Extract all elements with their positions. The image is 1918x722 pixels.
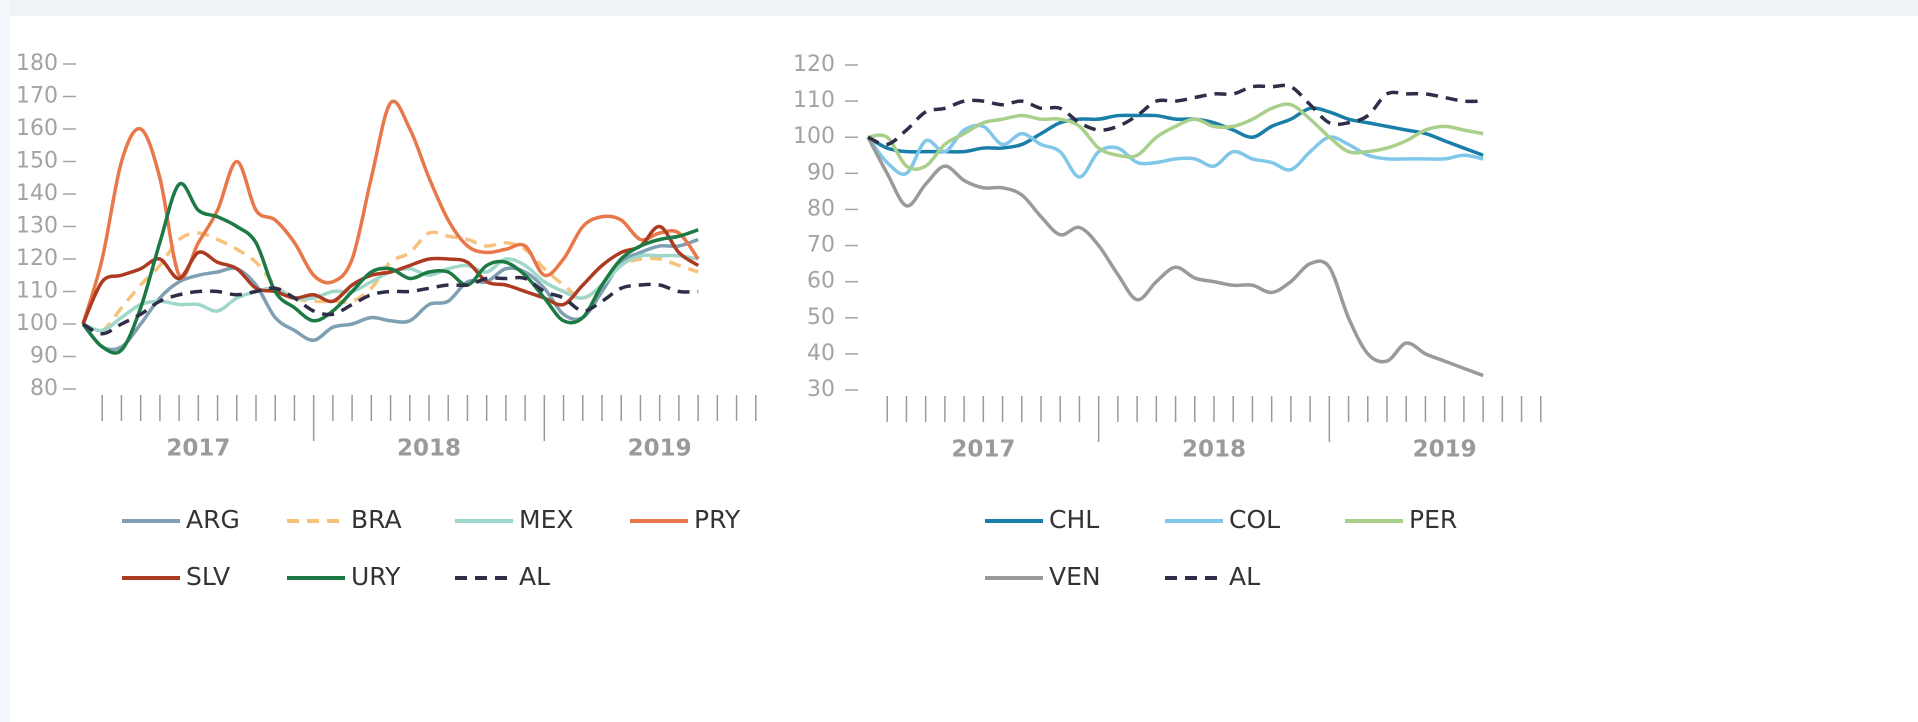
y-tick-label: 120: [793, 52, 835, 77]
x-tick-label: 2017: [951, 437, 1015, 463]
legend-label: URY: [351, 562, 401, 591]
y-tick-label: 40: [807, 341, 835, 366]
x-tick-label: 2019: [628, 436, 692, 462]
legend-label: CHL: [1049, 505, 1099, 534]
y-tick-label: 90: [807, 160, 835, 185]
series-line: [867, 106, 1484, 157]
y-tick-label: 170: [16, 84, 58, 109]
top-band: [0, 0, 1918, 16]
series-line: [867, 102, 1484, 172]
legend-label: AL: [1229, 562, 1260, 591]
series-line: [81, 237, 699, 352]
y-tick-label: 150: [16, 149, 58, 174]
y-tick-label: 110: [793, 88, 835, 113]
y-tick-label: 100: [16, 311, 58, 336]
series-line: [82, 275, 699, 336]
legend-label: MEX: [519, 505, 574, 534]
y-tick-label: 100: [793, 124, 835, 149]
legend-label: ARG: [186, 505, 240, 534]
y-tick-label: 160: [16, 116, 58, 141]
legend-label: PER: [1409, 505, 1457, 534]
y-tick-label: 30: [807, 377, 835, 402]
legend-label: PRY: [694, 505, 741, 534]
legend-label: COL: [1229, 505, 1280, 534]
series-line: [867, 83, 1484, 147]
x-tick-label: 2018: [1182, 437, 1246, 463]
series-line: [81, 224, 700, 325]
legend-label: SLV: [186, 562, 230, 591]
x-tick-label: 2019: [1413, 437, 1477, 463]
y-tick-label: 80: [807, 196, 835, 221]
y-tick-label: 130: [16, 214, 58, 239]
series-line: [81, 181, 699, 355]
y-tick-label: 60: [807, 269, 835, 294]
legend-label: AL: [519, 562, 550, 591]
legend-label: VEN: [1049, 562, 1101, 591]
series-line: [81, 99, 700, 325]
series-line: [866, 136, 1484, 378]
x-tick-label: 2017: [166, 436, 230, 462]
left-band: [0, 0, 10, 722]
y-tick-label: 90: [30, 344, 58, 369]
series-line: [866, 123, 1484, 179]
legend-label: BRA: [351, 505, 402, 534]
y-tick-label: 70: [807, 233, 835, 258]
y-tick-label: 180: [16, 51, 58, 76]
series-line: [82, 230, 699, 333]
y-tick-label: 110: [16, 279, 58, 304]
y-tick-label: 50: [807, 305, 835, 330]
y-tick-label: 80: [30, 376, 58, 401]
x-tick-label: 2018: [397, 436, 461, 462]
y-tick-label: 140: [16, 181, 58, 206]
y-tick-label: 120: [16, 246, 58, 271]
